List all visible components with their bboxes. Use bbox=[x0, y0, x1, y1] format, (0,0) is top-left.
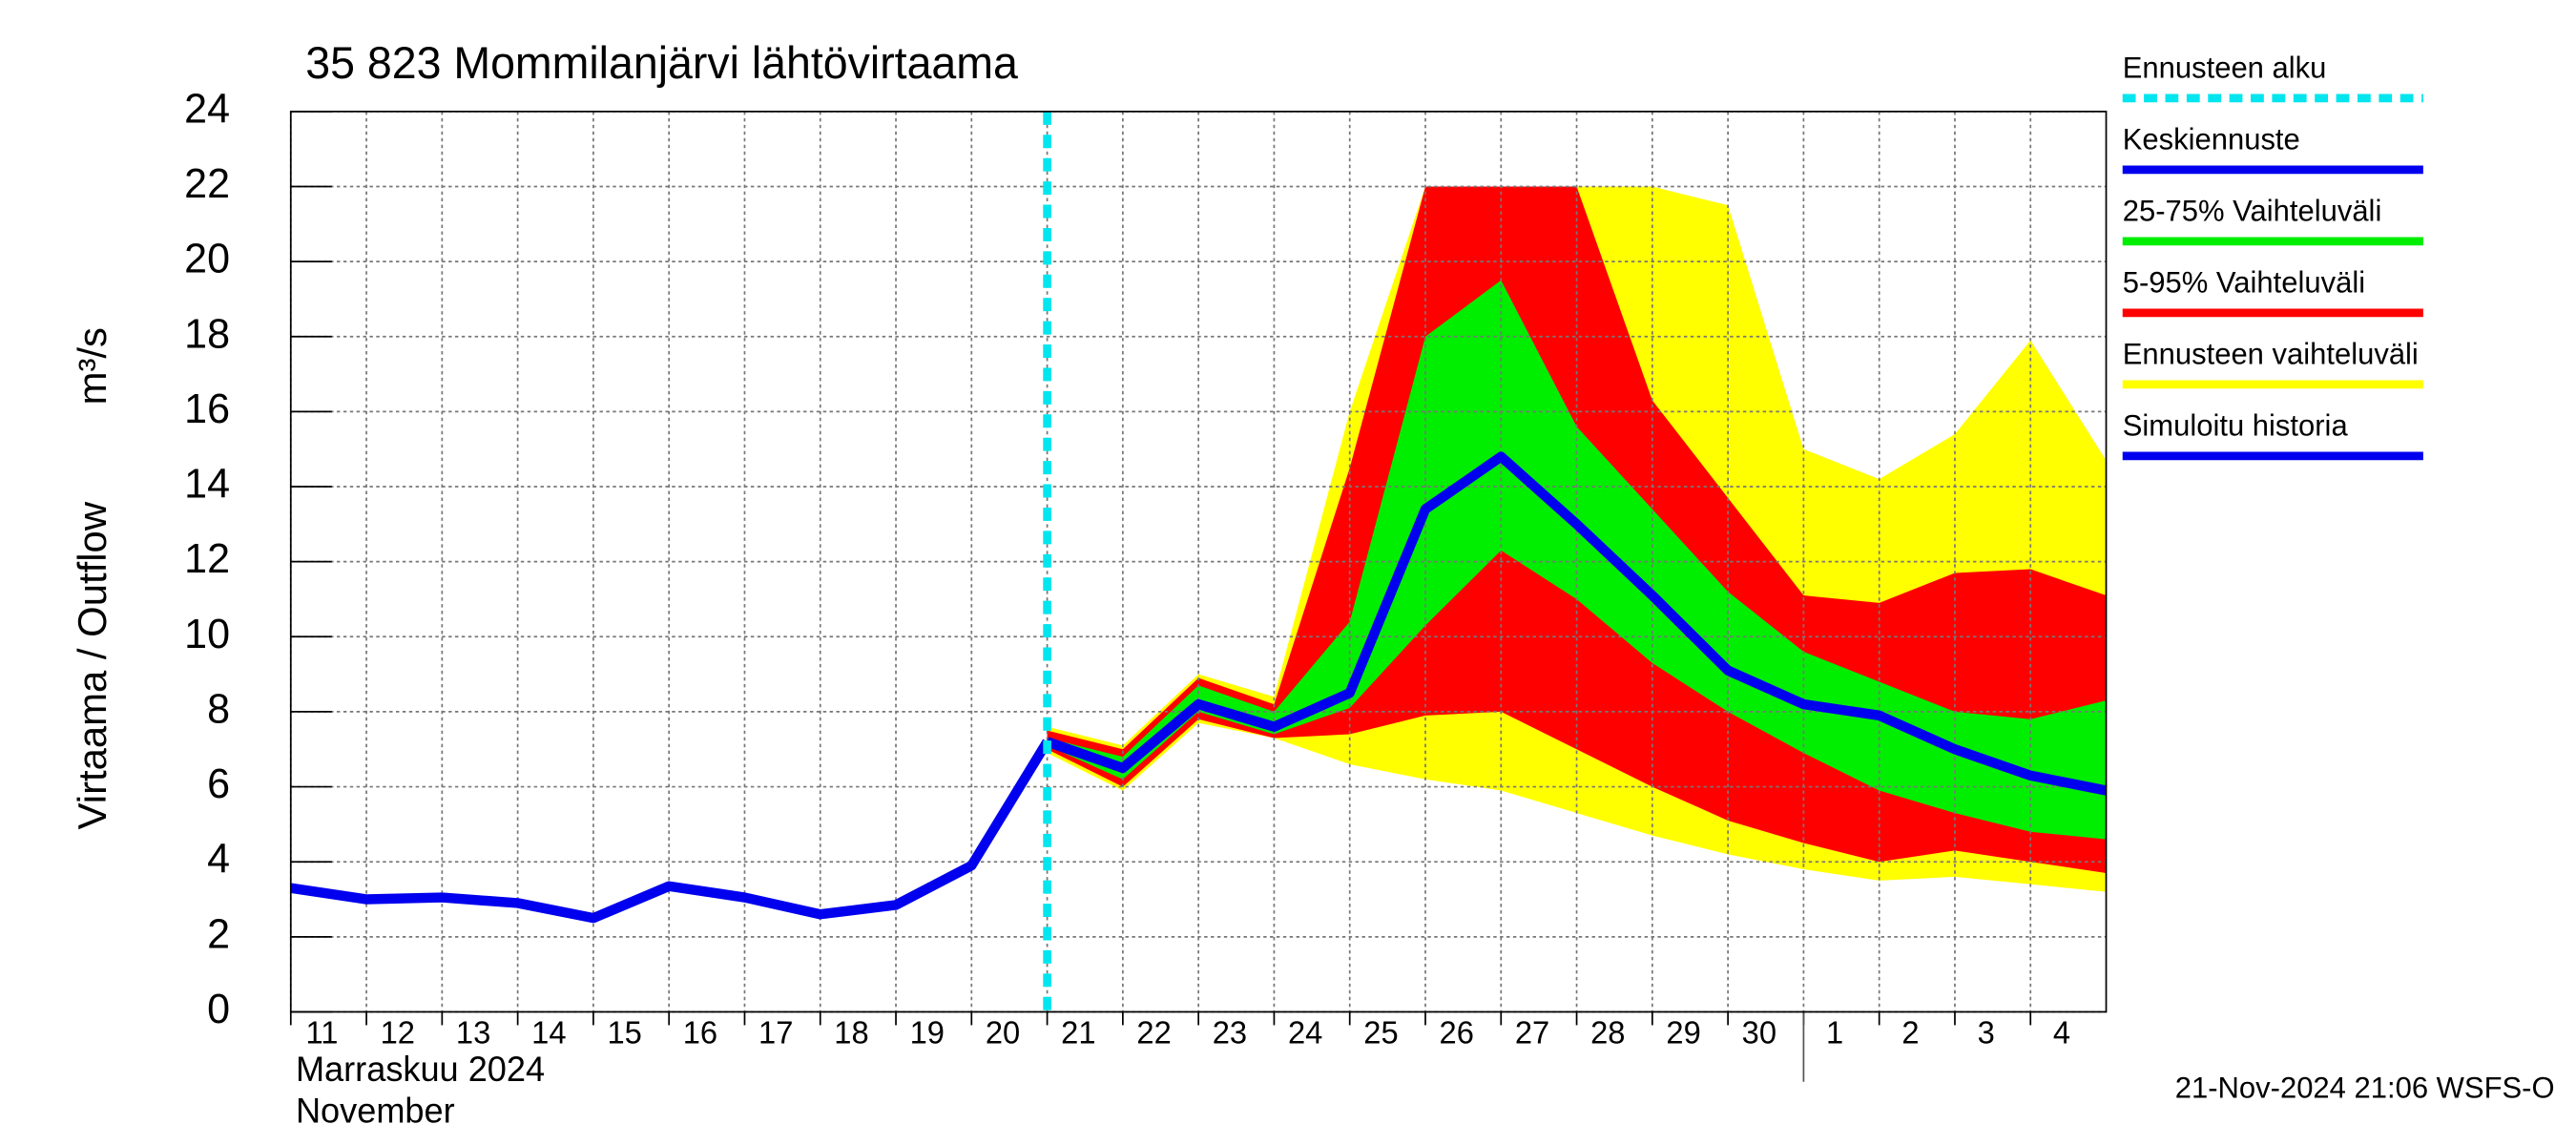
x-tick-label: 16 bbox=[683, 1014, 717, 1050]
x-tick-label: 1 bbox=[1826, 1014, 1843, 1050]
y-tick-label: 14 bbox=[184, 461, 230, 507]
y-tick-label: 18 bbox=[184, 311, 230, 357]
y-axis-label: Virtaama / Outflow bbox=[70, 501, 114, 829]
y-tick-label: 22 bbox=[184, 161, 230, 207]
month-label: Marraskuu 2024 bbox=[296, 1050, 545, 1089]
x-tick-label: 13 bbox=[456, 1014, 490, 1050]
x-tick-label: 25 bbox=[1363, 1014, 1398, 1050]
x-tick-label: 30 bbox=[1742, 1014, 1776, 1050]
footer: 21-Nov-2024 21:06 WSFS-O bbox=[2175, 1072, 2555, 1105]
x-tick-label: 2 bbox=[1901, 1014, 1919, 1050]
y-tick-label: 12 bbox=[184, 536, 230, 582]
x-tick-label: 19 bbox=[910, 1014, 945, 1050]
x-tick-label: 12 bbox=[381, 1014, 415, 1050]
x-tick-label: 3 bbox=[1978, 1014, 1995, 1050]
y-tick-label: 4 bbox=[207, 836, 230, 882]
y-tick-label: 2 bbox=[207, 911, 230, 957]
legend-label: Ennusteen alku bbox=[2123, 51, 2327, 84]
month-label-en: November bbox=[296, 1091, 455, 1130]
x-tick-label: 15 bbox=[607, 1014, 641, 1050]
legend-label: Keskiennuste bbox=[2123, 122, 2300, 156]
y-tick-label: 20 bbox=[184, 236, 230, 281]
x-tick-label: 26 bbox=[1440, 1014, 1474, 1050]
legend-label: 25-75% Vaihteluväli bbox=[2123, 194, 2382, 227]
x-tick-label: 23 bbox=[1213, 1014, 1247, 1050]
y-tick-label: 0 bbox=[207, 987, 230, 1032]
x-tick-label: 22 bbox=[1136, 1014, 1171, 1050]
y-axis-unit: m³/s bbox=[70, 327, 114, 405]
y-tick-label: 16 bbox=[184, 386, 230, 432]
legend-label: 5-95% Vaihteluväli bbox=[2123, 265, 2365, 299]
x-tick-label: 17 bbox=[758, 1014, 793, 1050]
y-tick-label: 10 bbox=[184, 612, 230, 657]
x-tick-label: 21 bbox=[1061, 1014, 1095, 1050]
x-tick-label: 20 bbox=[986, 1014, 1020, 1050]
x-tick-label: 28 bbox=[1590, 1014, 1625, 1050]
x-tick-label: 11 bbox=[306, 1014, 339, 1050]
y-tick-label: 8 bbox=[207, 686, 230, 732]
x-tick-label: 24 bbox=[1288, 1014, 1322, 1050]
history-line bbox=[290, 739, 1051, 924]
y-tick-label: 6 bbox=[207, 761, 230, 807]
x-tick-label: 27 bbox=[1515, 1014, 1549, 1050]
y-tick-label: 24 bbox=[184, 86, 230, 132]
x-tick-label: 18 bbox=[834, 1014, 868, 1050]
legend-label: Ennusteen vaihteluväli bbox=[2123, 337, 2419, 370]
mean-line bbox=[1045, 451, 2108, 796]
legend-label: Simuloitu historia bbox=[2123, 408, 2349, 442]
chart-title: 35 823 Mommilanjärvi lähtövirtaama bbox=[305, 38, 1019, 88]
x-tick-label: 4 bbox=[2053, 1014, 2070, 1050]
x-tick-label: 29 bbox=[1666, 1014, 1700, 1050]
x-tick-label: 14 bbox=[531, 1014, 566, 1050]
plot-frame bbox=[289, 110, 2108, 1013]
